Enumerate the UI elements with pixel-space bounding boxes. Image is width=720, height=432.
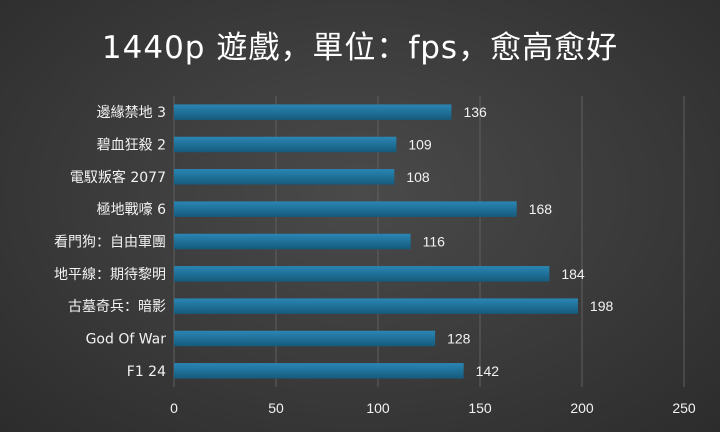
bar [174,298,578,314]
bar [174,233,411,250]
x-tick-label: 0 [170,400,178,416]
category-label: 古墓奇兵：暗影 [68,298,166,315]
category-label: God Of War [86,332,167,348]
data-label: 109 [408,137,432,153]
category-label: 碧血狂殺 2 [97,138,166,154]
category-label: 電馭叛客 2077 [70,169,166,186]
bar [174,104,452,120]
category-label: F1 24 [127,364,166,380]
bar [174,330,436,347]
x-tick-label: 150 [468,400,492,416]
bar [174,363,464,379]
bar [174,136,397,153]
data-label: 128 [447,331,471,347]
data-label: 136 [463,104,487,120]
bar [174,266,550,282]
category-label: 邊緣禁地 3 [97,105,166,121]
category-label: 看門狗：自由軍團 [54,235,166,251]
data-label: 142 [476,363,500,379]
data-label: 168 [529,201,553,217]
data-label: 116 [423,234,446,250]
x-tick-label: 50 [268,400,284,416]
chart-title: 1440p 遊戲，單位：fps，愈高愈好 [101,30,619,66]
data-label: 198 [590,298,614,314]
x-tick-label: 250 [672,400,696,416]
category-label: 極地戰嚎 6 [97,201,166,218]
x-tick-label: 200 [570,400,594,416]
x-tick-label: 100 [366,400,390,416]
data-label: 108 [406,169,430,185]
category-label: 地平線：期待黎明 [54,267,166,283]
data-label: 184 [561,266,585,282]
bar [174,201,517,217]
bar [174,169,395,185]
